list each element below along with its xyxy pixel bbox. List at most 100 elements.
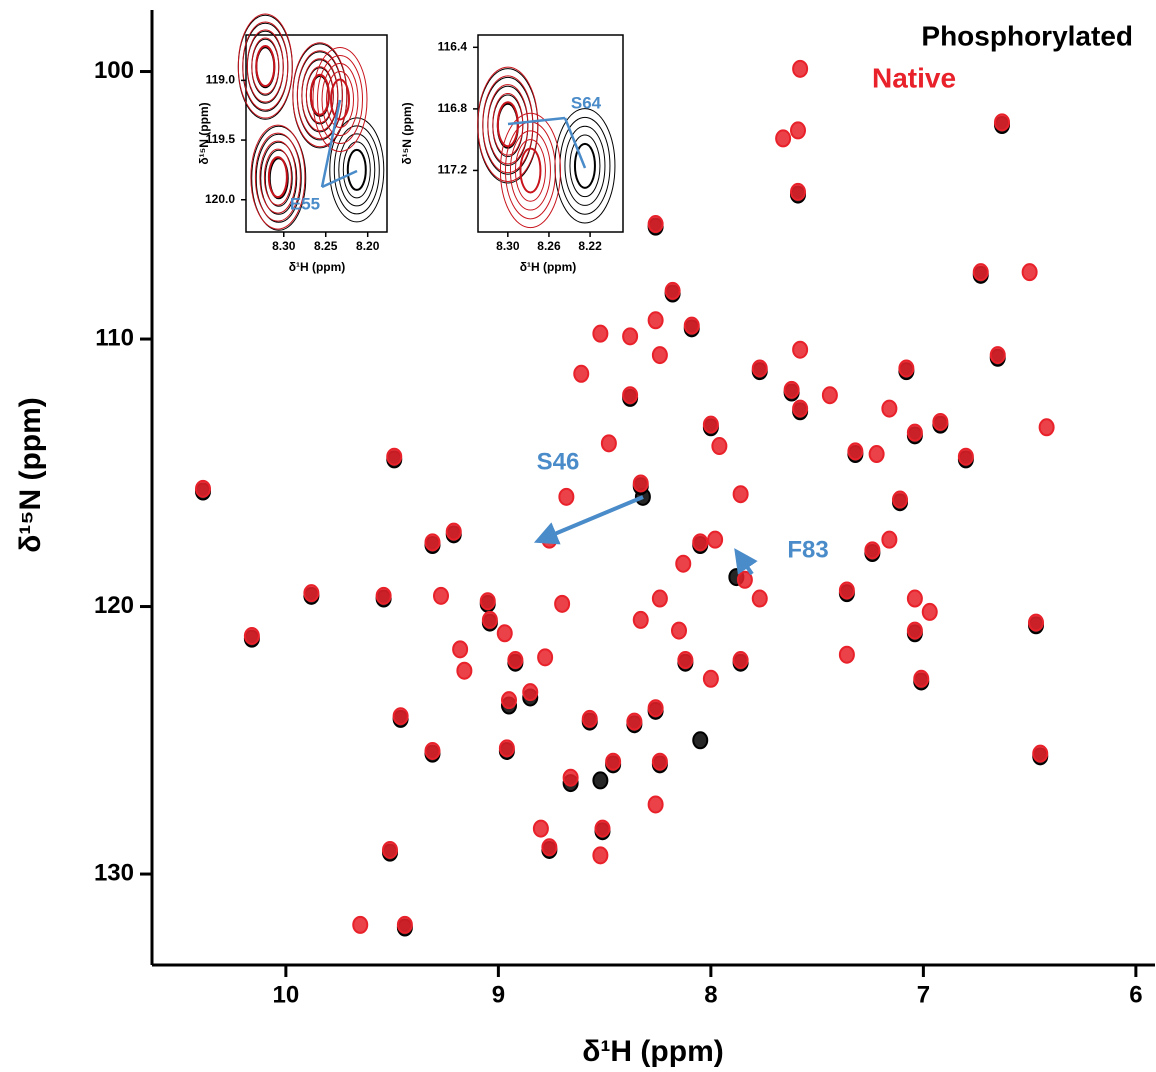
y-axis-label: δ¹⁵N (ppm) <box>400 102 414 164</box>
peak <box>751 359 768 378</box>
peak <box>790 182 806 201</box>
contour <box>338 133 376 207</box>
peak <box>792 399 809 418</box>
peak <box>581 709 598 728</box>
peak <box>498 739 515 758</box>
peak <box>702 415 719 434</box>
plot-area <box>195 59 1055 937</box>
peak <box>647 215 664 234</box>
y-tick-label: 119.0 <box>206 73 236 87</box>
y-tick-label: 116.4 <box>438 39 468 53</box>
pointer-line <box>507 116 566 126</box>
contour <box>487 84 529 165</box>
peak <box>605 752 622 771</box>
peak <box>594 819 611 838</box>
peak <box>792 59 809 78</box>
peak <box>309 73 330 116</box>
peaks <box>195 59 1055 937</box>
peak <box>702 669 719 688</box>
peak <box>1028 613 1044 632</box>
annotation: F83 <box>787 536 828 563</box>
plot-area: 8.30 8.25 8.20 119.0 119.5 120.0 <box>205 13 388 253</box>
contour <box>259 140 297 214</box>
peak <box>195 479 211 498</box>
peak <box>677 651 694 670</box>
peak <box>881 530 898 549</box>
peak <box>732 651 749 670</box>
peak <box>906 621 923 640</box>
peak <box>632 474 649 493</box>
contour <box>317 54 363 144</box>
peak <box>558 487 575 506</box>
peak <box>352 915 369 934</box>
peak <box>647 311 664 330</box>
peak <box>243 626 260 645</box>
peak <box>932 412 949 431</box>
pointer-line <box>563 117 587 169</box>
contour <box>499 112 561 229</box>
peak <box>522 683 539 702</box>
contour <box>251 37 280 95</box>
peak <box>386 447 403 466</box>
peak <box>573 364 590 383</box>
peak <box>906 589 923 608</box>
contour <box>301 58 339 132</box>
peak <box>1021 263 1038 282</box>
contour <box>514 139 546 202</box>
peak <box>445 522 462 541</box>
peak <box>972 263 989 282</box>
contour <box>251 125 307 231</box>
peak <box>632 610 649 629</box>
peak <box>957 447 974 466</box>
peak <box>375 586 392 605</box>
x-tick-label: 8.25 <box>314 239 338 253</box>
contour <box>564 125 606 206</box>
peak <box>790 121 806 140</box>
x-tick-label: 8.30 <box>496 239 520 253</box>
peak <box>707 530 724 549</box>
peak <box>592 324 609 343</box>
contour <box>242 21 289 111</box>
peak <box>675 554 692 573</box>
contour <box>292 42 348 148</box>
peak <box>1038 418 1055 437</box>
pointer-line <box>321 169 358 189</box>
y-tick-label: 110 <box>95 324 134 351</box>
plot-area: 8.30 8.26 8.22 116.4 116.8 117.2 <box>438 34 624 253</box>
contour <box>342 141 371 199</box>
contour <box>246 29 284 103</box>
x-axis-label: δ¹H (ppm) <box>520 260 577 274</box>
peak <box>651 346 668 365</box>
peak <box>989 346 1006 365</box>
peak <box>1032 744 1049 763</box>
peak <box>456 661 473 680</box>
x-tick-label: 9 <box>492 982 505 1009</box>
peak <box>711 437 728 456</box>
peak <box>847 442 864 461</box>
peak <box>424 741 441 760</box>
peak <box>864 541 881 560</box>
x-tick-label: 7 <box>917 982 930 1009</box>
legend-entry: Phosphorylated <box>921 20 1133 51</box>
peak <box>664 281 681 300</box>
annotation: S46 <box>537 448 580 475</box>
x-tick-label: 10 <box>273 982 300 1009</box>
peak <box>868 445 885 464</box>
peak <box>537 648 554 667</box>
contour <box>333 125 380 215</box>
peak <box>330 78 350 121</box>
pointer-line <box>320 99 342 188</box>
peak <box>838 581 855 600</box>
peak <box>481 610 498 629</box>
peak <box>532 819 549 838</box>
arrow <box>533 495 644 545</box>
peak <box>519 147 542 194</box>
contour <box>250 124 306 230</box>
peak <box>622 327 639 346</box>
x-tick-label: 8.20 <box>356 239 380 253</box>
peak <box>452 640 469 659</box>
x-axis-label: δ¹H (ppm) <box>582 1035 724 1068</box>
contour <box>312 46 368 152</box>
